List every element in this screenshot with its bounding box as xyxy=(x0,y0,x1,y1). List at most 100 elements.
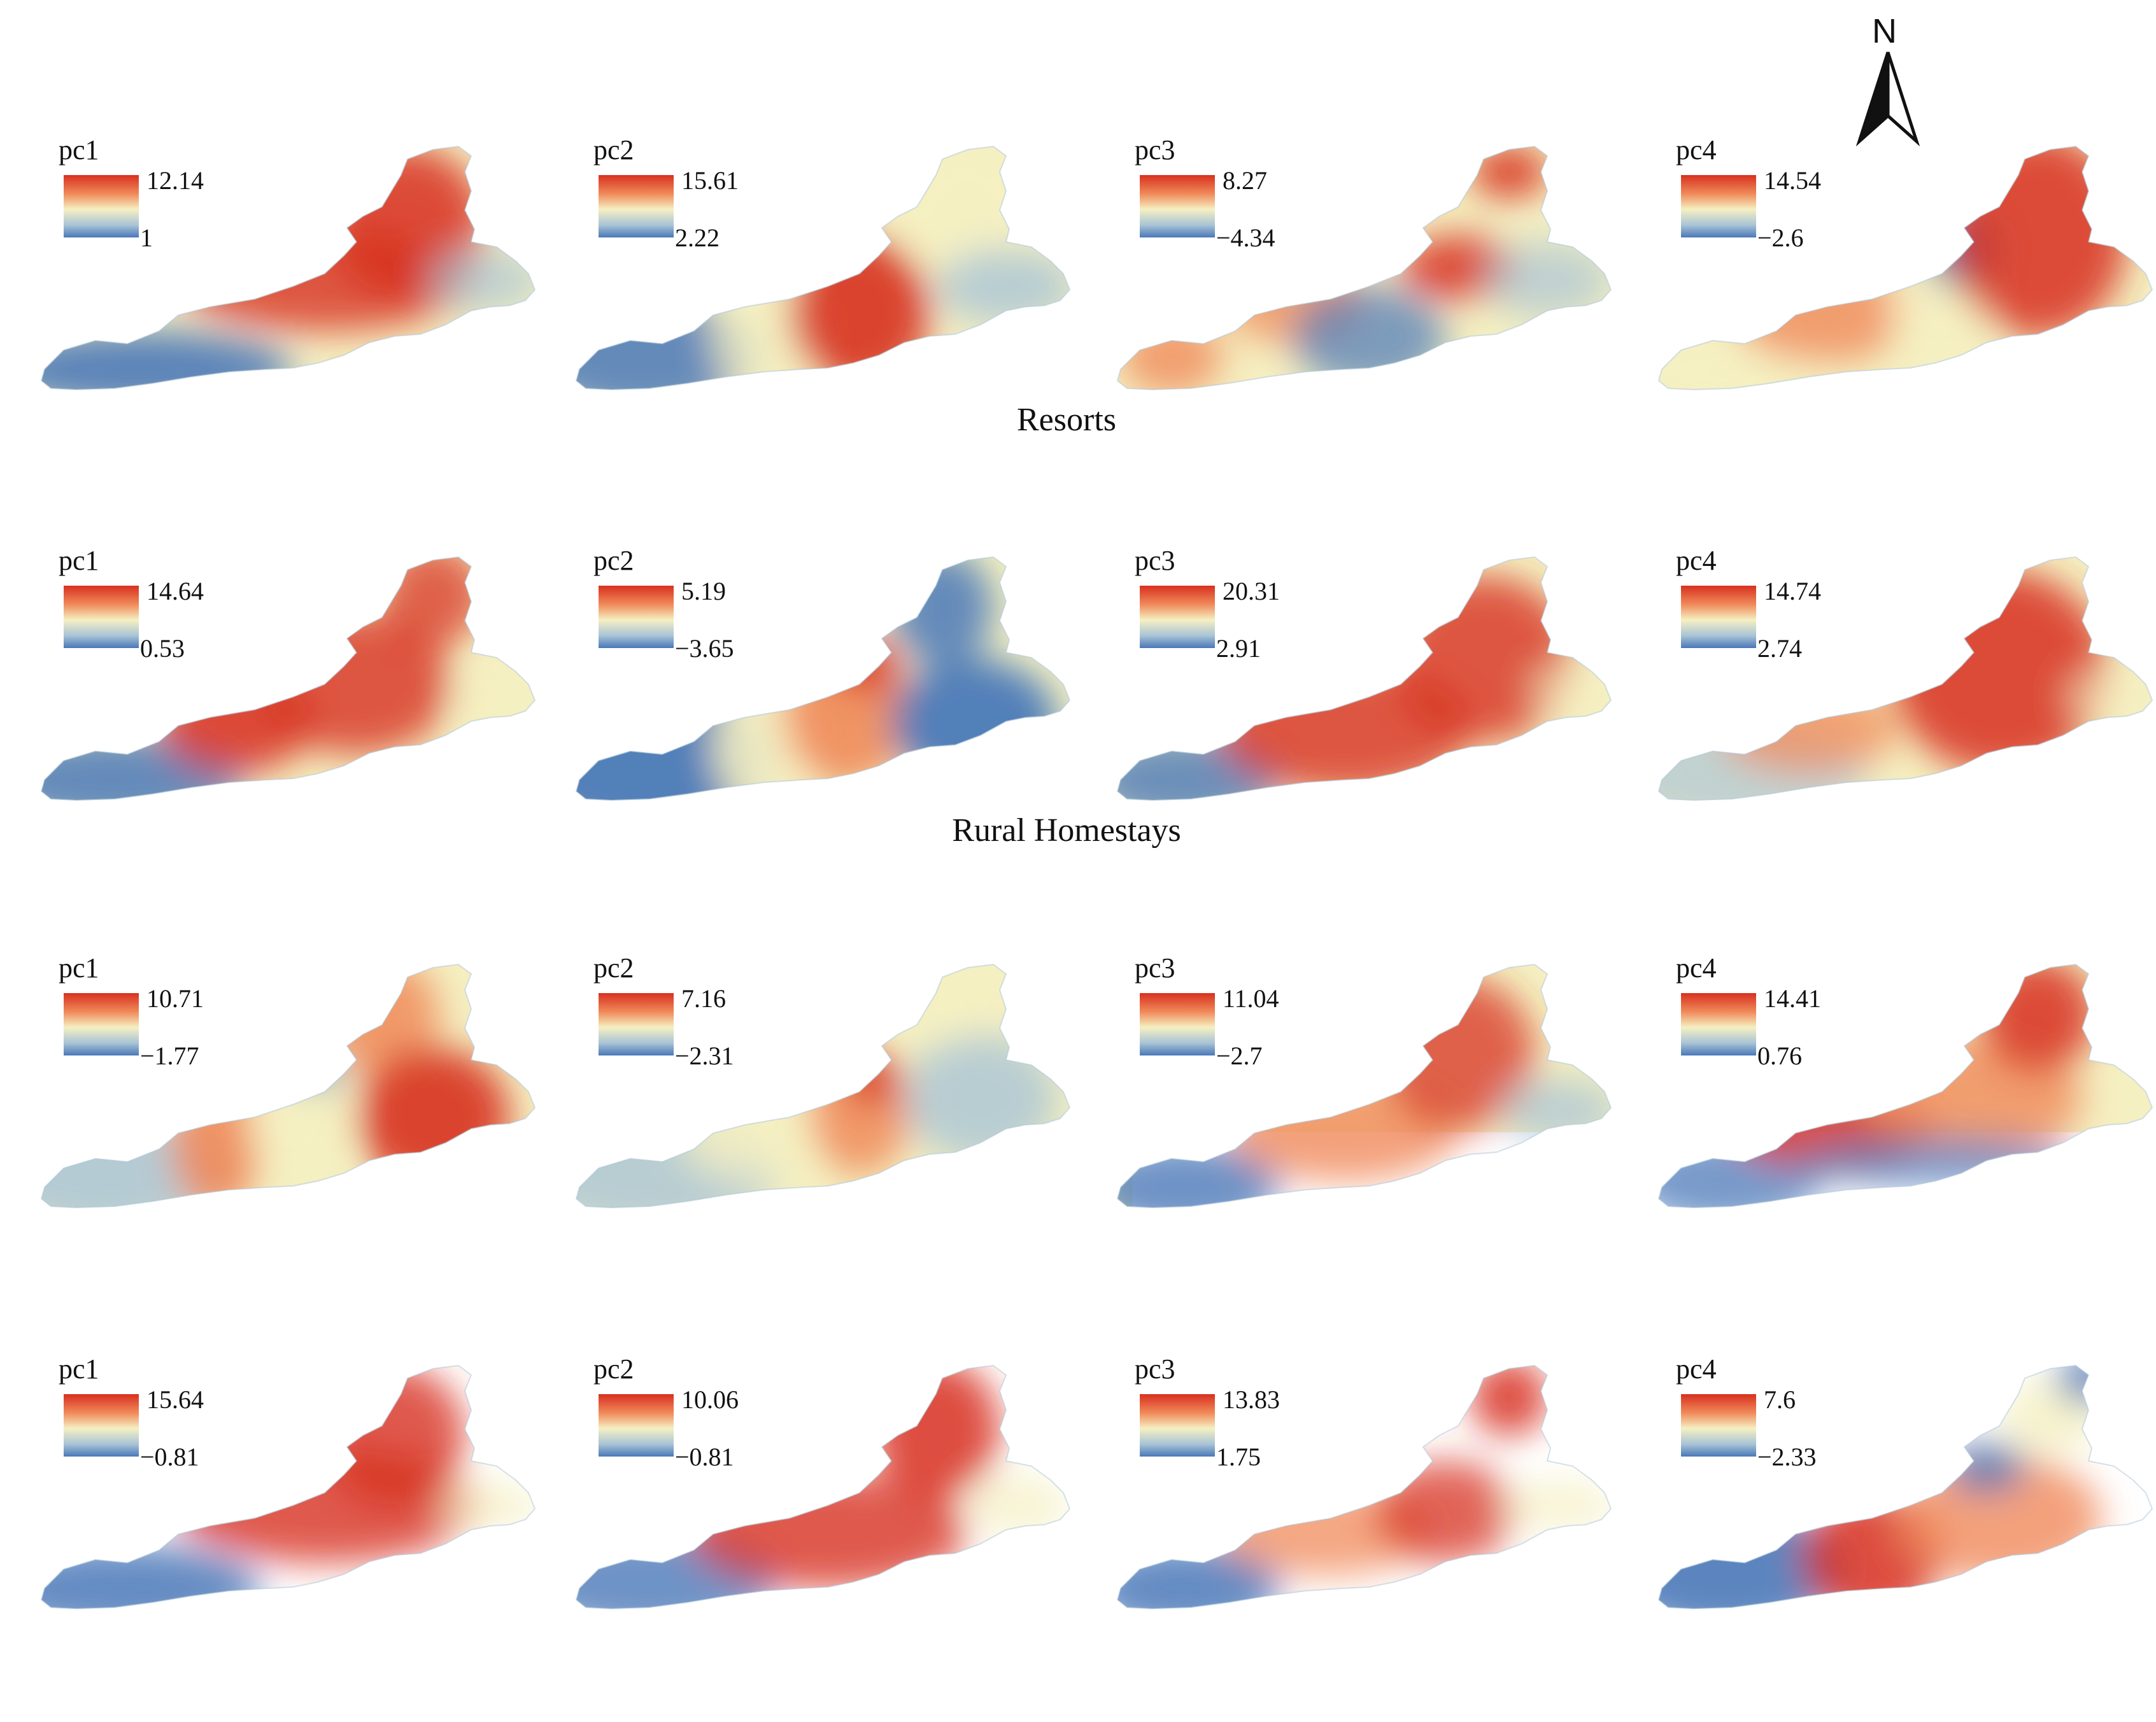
legend-title: pc4 xyxy=(1676,952,1717,984)
legend-color-ramp xyxy=(64,1394,139,1457)
legend-min-value: 0.76 xyxy=(1757,1041,1802,1071)
legend-max-value: 5.19 xyxy=(681,576,726,606)
legend-title: pc1 xyxy=(59,544,99,577)
figure: N Resorts Rural Homestays Agritainments … xyxy=(0,0,2156,1721)
legend-color-ramp xyxy=(1681,586,1756,648)
legend-color-ramp xyxy=(1140,993,1215,1055)
map-panel: pc3 13.83 1.75 xyxy=(1102,1289,1636,1646)
legend-title: pc1 xyxy=(59,134,99,166)
legend-color-ramp xyxy=(1681,993,1756,1055)
choropleth-map xyxy=(25,1289,560,1646)
legend-max-value: 10.71 xyxy=(146,984,204,1013)
choropleth-map xyxy=(1643,70,2156,427)
map-panel: pc2 5.19 −3.65 xyxy=(560,481,1095,837)
scale-bar: 0 100 200 km xyxy=(191,1636,637,1719)
legend-min-value: −2.6 xyxy=(1757,223,1804,253)
scale-tick-100: 100 xyxy=(388,1645,435,1677)
legend-max-value: 10.06 xyxy=(681,1385,739,1415)
legend-color-ramp xyxy=(599,175,674,237)
choropleth-map xyxy=(560,888,1095,1245)
map-panel: pc4 14.41 0.76 xyxy=(1643,888,2156,1245)
legend-title: pc1 xyxy=(59,952,99,984)
map-panel: pc1 12.14 1 xyxy=(25,70,560,427)
legend-title: pc4 xyxy=(1676,544,1717,577)
scale-unit: km xyxy=(653,1645,691,1677)
legend-title: pc3 xyxy=(1135,544,1175,577)
legend-title: pc2 xyxy=(593,1353,634,1385)
legend-min-value: −4.34 xyxy=(1216,223,1275,253)
legend-color-ramp xyxy=(1140,175,1215,237)
choropleth-map xyxy=(1102,70,1636,427)
legend-min-value: −0.81 xyxy=(140,1442,199,1472)
legend-min-value: −2.31 xyxy=(675,1041,734,1071)
legend-title: pc2 xyxy=(593,134,634,166)
legend-min-value: 2.91 xyxy=(1216,633,1261,663)
legend-color-ramp xyxy=(1140,586,1215,648)
legend-min-value: 1 xyxy=(140,223,153,253)
legend-min-value: −2.33 xyxy=(1757,1442,1817,1472)
legend-title: pc3 xyxy=(1135,952,1175,984)
choropleth-map xyxy=(1102,481,1636,837)
map-panel: pc2 15.61 2.22 xyxy=(560,70,1095,427)
legend-max-value: 15.64 xyxy=(146,1385,204,1415)
legend-max-value: 15.61 xyxy=(681,166,739,195)
choropleth-map xyxy=(1643,481,2156,837)
map-panel: pc1 10.71 −1.77 xyxy=(25,888,560,1245)
choropleth-map xyxy=(560,1289,1095,1646)
legend-min-value: −0.81 xyxy=(675,1442,734,1472)
legend-min-value: 2.22 xyxy=(675,223,720,253)
legend-max-value: 11.04 xyxy=(1223,984,1279,1013)
legend-min-value: −3.65 xyxy=(675,633,734,663)
map-panel: pc1 15.64 −0.81 xyxy=(25,1289,560,1646)
legend-min-value: −1.77 xyxy=(140,1041,199,1071)
legend-max-value: 20.31 xyxy=(1223,576,1280,606)
legend-max-value: 14.74 xyxy=(1764,576,1821,606)
legend-min-value: −2.7 xyxy=(1216,1041,1263,1071)
legend-min-value: 0.53 xyxy=(140,633,185,663)
legend-title: pc4 xyxy=(1676,134,1717,166)
map-panel: pc2 10.06 −0.81 xyxy=(560,1289,1095,1646)
map-panel: pc3 8.27 −4.34 xyxy=(1102,70,1636,427)
legend-color-ramp xyxy=(1681,175,1756,237)
choropleth-map xyxy=(1102,1289,1636,1646)
map-panel: pc2 7.16 −2.31 xyxy=(560,888,1095,1245)
legend-title: pc2 xyxy=(593,544,634,577)
legend-max-value: 8.27 xyxy=(1223,166,1267,195)
choropleth-map xyxy=(560,481,1095,837)
choropleth-map xyxy=(25,70,560,427)
scale-tick-0: 0 xyxy=(197,1645,213,1677)
map-panel: pc4 14.54 −2.6 xyxy=(1643,70,2156,427)
map-panel: pc4 14.74 2.74 xyxy=(1643,481,2156,837)
choropleth-map xyxy=(560,70,1095,427)
legend-max-value: 7.16 xyxy=(681,984,726,1013)
choropleth-map xyxy=(1643,1289,2156,1646)
legend-title: pc2 xyxy=(593,952,634,984)
map-panel: pc1 14.64 0.53 xyxy=(25,481,560,837)
legend-color-ramp xyxy=(1681,1394,1756,1457)
legend-color-ramp xyxy=(64,586,139,648)
choropleth-map xyxy=(1643,888,2156,1245)
map-panel: pc3 20.31 2.91 xyxy=(1102,481,1636,837)
legend-max-value: 14.41 xyxy=(1764,984,1821,1013)
legend-color-ramp xyxy=(1140,1394,1215,1457)
map-panel: pc3 11.04 −2.7 xyxy=(1102,888,1636,1245)
legend-color-ramp xyxy=(599,586,674,648)
legend-min-value: 1.75 xyxy=(1216,1442,1261,1472)
legend-title: pc1 xyxy=(59,1353,99,1385)
legend-max-value: 12.14 xyxy=(146,166,204,195)
legend-color-ramp xyxy=(64,993,139,1055)
choropleth-map xyxy=(25,481,560,837)
legend-max-value: 14.64 xyxy=(146,576,204,606)
legend-max-value: 14.54 xyxy=(1764,166,1821,195)
legend-color-ramp xyxy=(599,1394,674,1457)
choropleth-map xyxy=(1102,888,1636,1245)
choropleth-map xyxy=(25,888,560,1245)
legend-color-ramp xyxy=(599,993,674,1055)
legend-title: pc4 xyxy=(1676,1353,1717,1385)
legend-title: pc3 xyxy=(1135,1353,1175,1385)
map-panel: pc4 7.6 −2.33 xyxy=(1643,1289,2156,1646)
legend-min-value: 2.74 xyxy=(1757,633,1802,663)
legend-title: pc3 xyxy=(1135,134,1175,166)
legend-color-ramp xyxy=(64,175,139,237)
legend-max-value: 13.83 xyxy=(1223,1385,1280,1415)
